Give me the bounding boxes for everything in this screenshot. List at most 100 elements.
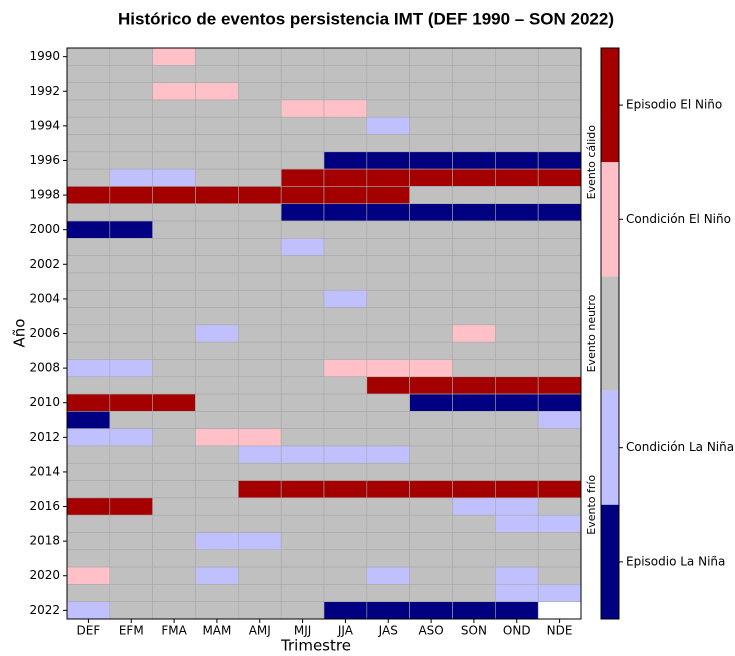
heatmap-cell: [495, 168, 539, 187]
heatmap-cell: [323, 255, 368, 274]
y-tick-label: 2000: [29, 222, 60, 236]
heatmap-cell: [195, 566, 239, 585]
heatmap-cell: [452, 324, 496, 343]
heatmap-cell: [280, 428, 325, 447]
heatmap-cell: [452, 272, 496, 291]
heatmap-cell: [323, 532, 368, 551]
colorbar-segment: [601, 162, 619, 277]
heatmap-cell: [409, 411, 453, 429]
heatmap-cell: [66, 289, 111, 308]
heatmap-cell: [238, 480, 282, 499]
heatmap-cell: [109, 151, 153, 170]
heatmap-cell: [366, 601, 410, 620]
heatmap-cell: [323, 428, 368, 447]
heatmap-cell: [66, 324, 111, 343]
heatmap-cell: [152, 549, 196, 568]
heatmap-cell: [366, 480, 410, 499]
heatmap-cell: [109, 428, 153, 447]
heatmap-cell: [109, 393, 153, 412]
heatmap-cell: [452, 584, 496, 602]
heatmap-cell: [366, 566, 410, 585]
heatmap-cell: [195, 497, 239, 516]
heatmap-cell: [495, 134, 539, 153]
heatmap-cell: [495, 532, 539, 551]
heatmap-cell: [452, 116, 496, 135]
heatmap-cell: [195, 549, 239, 568]
heatmap-cell: [323, 462, 368, 481]
heatmap-cell: [495, 272, 539, 291]
heatmap-cell: [409, 393, 453, 412]
heatmap-cell: [195, 238, 239, 256]
heatmap-cell: [238, 376, 282, 395]
heatmap-cell: [323, 151, 368, 170]
heatmap-cell: [409, 601, 453, 620]
heatmap-cell: [495, 255, 539, 274]
heatmap-cell: [452, 307, 496, 326]
heatmap-cell: [152, 445, 196, 464]
heatmap-cell: [195, 168, 239, 187]
y-tick-label: 2018: [29, 534, 60, 548]
heatmap-cell: [109, 82, 153, 101]
heatmap-cell: [495, 359, 539, 378]
heatmap-cell: [66, 341, 111, 360]
y-axis-label: Año: [11, 319, 29, 348]
heatmap-cell: [366, 411, 410, 429]
heatmap-cell: [409, 220, 453, 239]
heatmap-cell: [366, 255, 410, 274]
heatmap-cell: [495, 99, 539, 118]
heatmap-cell: [152, 47, 196, 66]
heatmap-cell: [109, 497, 153, 516]
heatmap-cell: [366, 462, 410, 481]
heatmap-cell: [66, 203, 111, 222]
heatmap-cell: [366, 65, 410, 83]
heatmap-cell: [109, 272, 153, 291]
heatmap-cell: [66, 532, 111, 551]
heatmap-cell: [195, 116, 239, 135]
heatmap-cell: [280, 359, 325, 378]
heatmap-cell: [366, 549, 410, 568]
heatmap-cell: [195, 532, 239, 551]
heatmap-cell: [152, 497, 196, 516]
heatmap-cell: [323, 359, 368, 378]
heatmap-cell: [238, 116, 282, 135]
x-tick-label: FMA: [161, 624, 187, 638]
heatmap-cell: [409, 462, 453, 481]
heatmap-cell: [452, 65, 496, 83]
heatmap-cell: [537, 151, 582, 170]
heatmap-cell: [66, 151, 111, 170]
heatmap-cell: [366, 82, 410, 101]
heatmap-cell: [195, 255, 239, 274]
heatmap-cell: [323, 601, 368, 620]
heatmap-cell: [195, 272, 239, 291]
heatmap-cell: [280, 289, 325, 308]
heatmap-cell: [495, 376, 539, 395]
heatmap-cell: [323, 549, 368, 568]
heatmap-cell: [323, 445, 368, 464]
heatmap-cell: [238, 393, 282, 412]
heatmap-cell: [452, 393, 496, 412]
heatmap-cell: [366, 532, 410, 551]
heatmap-cell: [238, 584, 282, 602]
heatmap-cell: [495, 411, 539, 429]
heatmap-cell: [323, 47, 368, 66]
heatmap-cell: [238, 445, 282, 464]
heatmap-cell: [152, 238, 196, 256]
x-axis-label: Trimestre: [280, 637, 351, 655]
heatmap-cell: [452, 532, 496, 551]
colorbar-label: Episodio La Niña: [626, 554, 725, 568]
heatmap-cell: [452, 566, 496, 585]
heatmap-cell: [280, 601, 325, 620]
heatmap-cell: [109, 549, 153, 568]
heatmap-cell: [409, 255, 453, 274]
colorbar-label: Condición El Niño: [626, 212, 731, 226]
heatmap-cell: [238, 47, 282, 66]
heatmap-cell: [238, 359, 282, 378]
heatmap-cell: [409, 238, 453, 256]
heatmap-cell: [280, 376, 325, 395]
heatmap-cell: [280, 272, 325, 291]
heatmap-cell: [366, 584, 410, 602]
heatmap-cell: [280, 186, 325, 205]
heatmap-cell: [195, 307, 239, 326]
heatmap-cell: [409, 47, 453, 66]
heatmap-cell: [152, 514, 196, 533]
